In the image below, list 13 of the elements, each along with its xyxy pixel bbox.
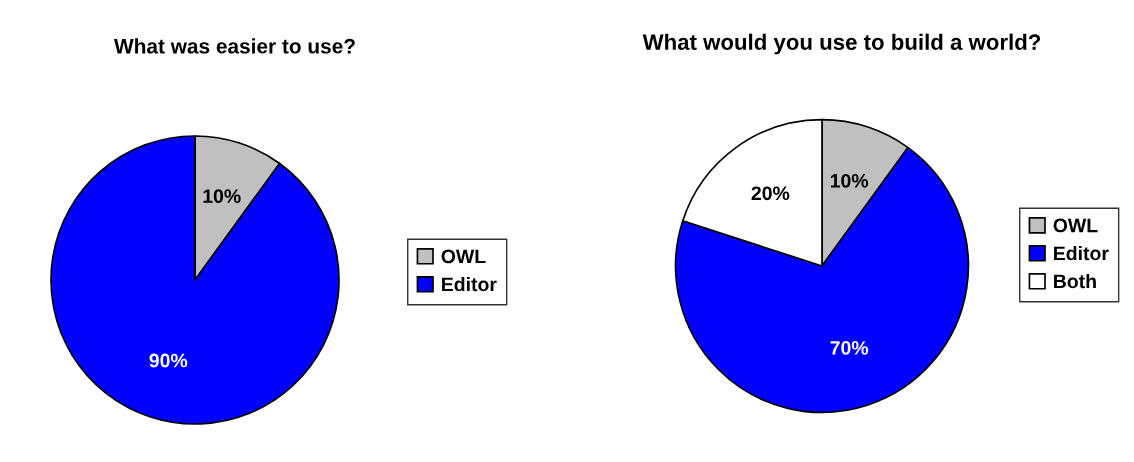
legend-label: Editor [1054,245,1109,261]
legend-label: OWL [441,249,486,264]
data-label: 10% [203,189,241,204]
chart-title: What was easier to use? [114,38,355,54]
data-label: 20% [751,186,790,201]
data-label: 10% [830,173,869,188]
legend-label: OWL [1053,218,1098,233]
data-label: 90% [149,353,188,368]
legend-label: Editor [442,276,497,292]
chart-title: What would you use to build a world? [642,33,1041,55]
pie-slice [50,135,340,425]
data-label: 70% [830,340,869,355]
legend-label: Both [1054,273,1096,289]
